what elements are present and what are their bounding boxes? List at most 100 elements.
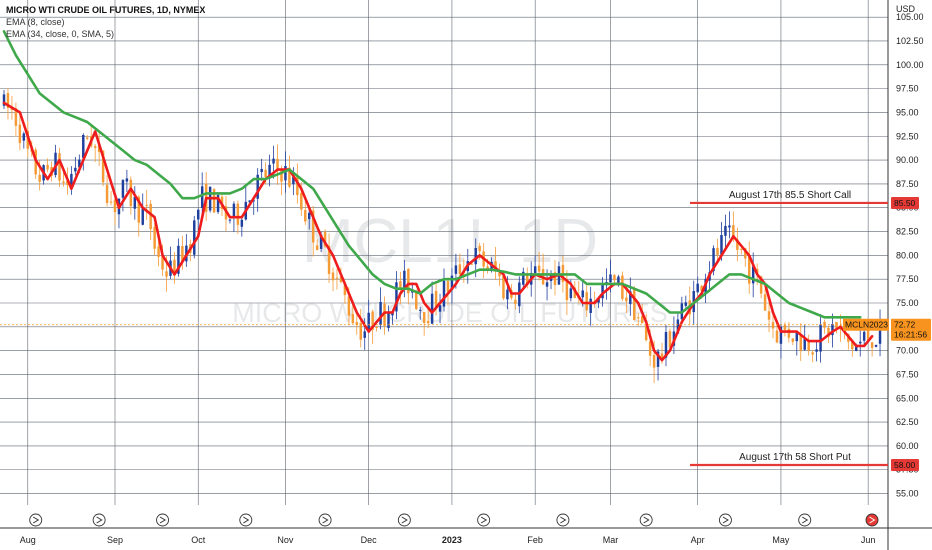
candle[interactable] <box>621 271 624 302</box>
candle-body[interactable] <box>272 158 275 164</box>
candle[interactable] <box>169 246 172 279</box>
candle[interactable] <box>799 323 802 362</box>
candle-body[interactable] <box>38 174 41 182</box>
candle-body[interactable] <box>589 298 592 313</box>
candle-body[interactable] <box>6 93 10 108</box>
candle-body[interactable] <box>712 248 715 272</box>
candle[interactable] <box>212 187 216 213</box>
candle-body[interactable] <box>387 312 390 329</box>
candle-body[interactable] <box>454 265 458 274</box>
candle-body[interactable] <box>545 282 549 287</box>
candle-body[interactable] <box>791 338 795 342</box>
candle-body[interactable] <box>553 272 557 285</box>
candle-body[interactable] <box>815 349 818 352</box>
annotations[interactable]: August 17th 85.5 Short Call August 17th … <box>0 190 888 467</box>
candle-body[interactable] <box>458 264 462 275</box>
candle-body[interactable] <box>426 320 430 324</box>
candle-body[interactable] <box>565 280 569 301</box>
candle[interactable] <box>458 253 462 280</box>
candle[interactable] <box>379 287 382 330</box>
candle-body[interactable] <box>165 271 168 277</box>
candle-body[interactable] <box>311 210 315 243</box>
candle[interactable] <box>819 314 822 363</box>
candle-body[interactable] <box>86 137 89 139</box>
candle-body[interactable] <box>585 292 588 311</box>
candle-body[interactable] <box>819 324 822 352</box>
candle[interactable] <box>795 331 799 356</box>
candle-body[interactable] <box>232 203 236 218</box>
candle-body[interactable] <box>197 209 200 220</box>
candle-body[interactable] <box>434 290 438 310</box>
candle-body[interactable] <box>728 225 731 228</box>
candle[interactable] <box>533 255 537 275</box>
candle-body[interactable] <box>502 275 505 299</box>
candle[interactable] <box>684 295 688 308</box>
candle[interactable] <box>858 329 862 357</box>
candle-body[interactable] <box>652 354 656 368</box>
candle-body[interactable] <box>831 323 834 336</box>
candle-body[interactable] <box>533 266 537 274</box>
candle-body[interactable] <box>450 275 454 290</box>
candle-body[interactable] <box>637 317 640 319</box>
candle[interactable] <box>625 288 628 313</box>
candle-body[interactable] <box>343 284 347 295</box>
candle[interactable] <box>14 102 18 137</box>
candle-body[interactable] <box>304 210 307 222</box>
candle[interactable] <box>228 218 232 224</box>
candle-body[interactable] <box>759 276 763 294</box>
candle-body[interactable] <box>383 303 386 326</box>
candle[interactable] <box>58 147 61 188</box>
candle-body[interactable] <box>74 167 77 172</box>
candle-body[interactable] <box>161 255 164 270</box>
dividend-icon[interactable] <box>318 513 332 527</box>
candle[interactable] <box>121 179 125 212</box>
candle-body[interactable] <box>125 178 129 182</box>
candle-body[interactable] <box>415 290 418 310</box>
candle-body[interactable] <box>795 331 799 342</box>
candle-body[interactable] <box>78 159 81 168</box>
candle-body[interactable] <box>537 265 541 272</box>
candle-body[interactable] <box>323 231 327 247</box>
candle-body[interactable] <box>609 274 612 283</box>
candle-body[interactable] <box>430 293 434 324</box>
dividend-icon[interactable] <box>798 513 812 527</box>
candle-body[interactable] <box>779 326 783 344</box>
candle[interactable] <box>304 201 307 225</box>
candle[interactable] <box>601 277 604 307</box>
candle-body[interactable] <box>173 259 176 276</box>
candle[interactable] <box>775 324 779 344</box>
candle-body[interactable] <box>613 274 616 281</box>
candle[interactable] <box>315 239 319 251</box>
candle[interactable] <box>553 259 557 296</box>
candle-body[interactable] <box>359 322 362 340</box>
candle-body[interactable] <box>660 353 664 358</box>
candle-body[interactable] <box>474 248 477 265</box>
candle-body[interactable] <box>113 199 117 213</box>
candle-body[interactable] <box>442 280 446 307</box>
candle[interactable] <box>359 308 362 348</box>
candle[interactable] <box>82 133 85 171</box>
candle[interactable] <box>109 191 113 206</box>
candle[interactable] <box>767 299 771 333</box>
candle-body[interactable] <box>58 153 61 181</box>
candle[interactable] <box>268 154 271 187</box>
candle[interactable] <box>438 293 442 324</box>
candle[interactable] <box>197 208 200 232</box>
candle[interactable] <box>97 132 101 166</box>
candle-body[interactable] <box>744 248 747 259</box>
ema-fast-line[interactable] <box>2 101 874 362</box>
candle[interactable] <box>173 252 176 284</box>
candle[interactable] <box>672 316 676 355</box>
candle[interactable] <box>716 238 719 262</box>
candle[interactable] <box>807 334 810 356</box>
candle[interactable] <box>395 271 398 320</box>
candle[interactable] <box>522 267 525 290</box>
candle-body[interactable] <box>327 245 331 274</box>
candle-body[interactable] <box>280 170 283 182</box>
candle-body[interactable] <box>18 124 22 144</box>
candle[interactable] <box>403 259 406 298</box>
candle-body[interactable] <box>656 351 660 367</box>
candle[interactable] <box>633 285 636 321</box>
candle-body[interactable] <box>62 181 65 183</box>
